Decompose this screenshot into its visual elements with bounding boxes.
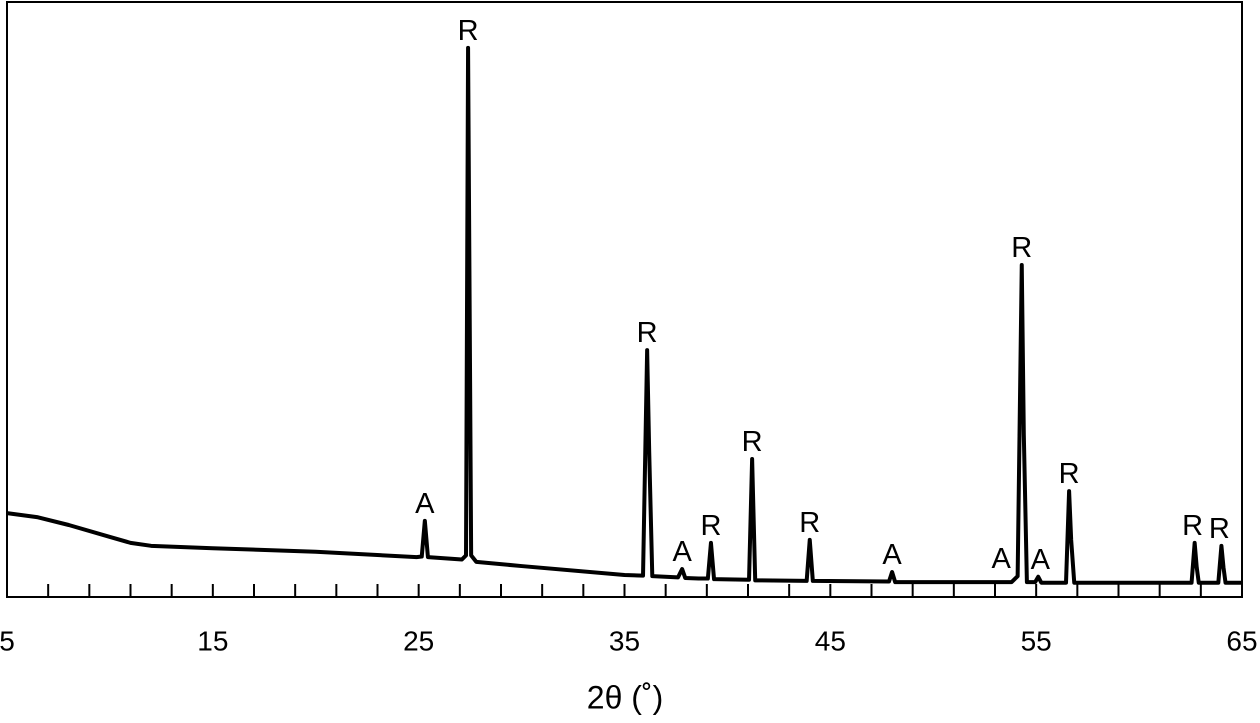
peak-label: A (672, 536, 692, 568)
data-line (6, 45, 1242, 585)
peak-label: R (1059, 458, 1080, 490)
peak-label: R (742, 426, 763, 458)
peak-label: R (1011, 232, 1032, 264)
peak-label: R (1182, 510, 1203, 542)
x-tick-label: 55 (1021, 625, 1052, 656)
peak-label: R (1209, 513, 1230, 545)
x-tick-label: 65 (1226, 625, 1257, 656)
x-tick-label: 15 (197, 625, 228, 656)
peak-label: R (637, 317, 658, 349)
peak-label: R (799, 507, 820, 539)
peak-label: R (458, 15, 479, 47)
x-tick-label: 35 (609, 625, 640, 656)
x-tick-label: 25 (403, 625, 434, 656)
x-axis-label: 2θ (˚) (587, 679, 663, 715)
peak-label: A (992, 543, 1012, 575)
plot-frame (6, 1, 1243, 598)
peak-label: R (700, 510, 721, 542)
x-tick-label: 5 (0, 625, 15, 656)
peak-label: A (415, 488, 435, 520)
peak-label: A (882, 539, 902, 571)
x-tick-label: 45 (815, 625, 846, 656)
peak-label: A (1031, 544, 1051, 576)
